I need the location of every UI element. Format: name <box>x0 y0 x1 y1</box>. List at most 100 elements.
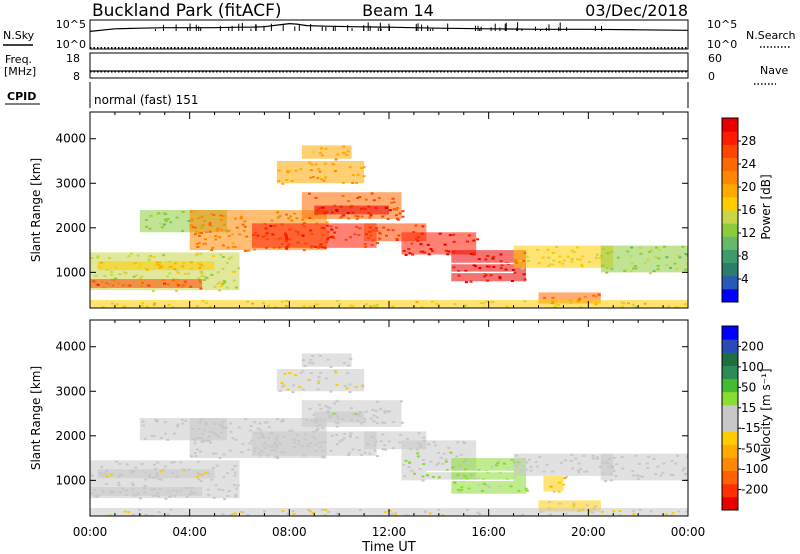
data-cell <box>635 474 639 477</box>
data-cell <box>276 418 280 421</box>
data-cell <box>197 242 201 244</box>
data-cell <box>444 458 448 461</box>
data-cell <box>674 306 678 308</box>
data-cell <box>638 474 642 477</box>
data-cell <box>354 413 358 416</box>
data-cell <box>235 226 239 229</box>
data-cell <box>320 178 324 181</box>
data-cell <box>638 509 642 511</box>
y-tick-label: 4000 <box>55 340 86 354</box>
data-cell <box>144 219 148 221</box>
data-cell <box>137 266 141 269</box>
data-cell <box>463 475 467 478</box>
data-cell <box>140 463 144 465</box>
data-cell <box>147 258 151 261</box>
data-cell <box>169 265 173 268</box>
data-cell <box>213 422 217 425</box>
data-cell <box>338 440 342 443</box>
data-cell <box>317 403 321 406</box>
data-cell <box>398 441 402 444</box>
data-cell <box>264 246 268 249</box>
data-cell <box>580 265 584 268</box>
colorbar-swatch <box>722 157 738 172</box>
x-tick-label: 00:00 <box>671 525 706 539</box>
data-cell <box>193 226 197 229</box>
nsearch-tick-bottom: 10^0 <box>707 38 737 51</box>
data-cell <box>657 257 661 260</box>
data-cell <box>396 207 399 209</box>
data-cell <box>111 302 114 305</box>
data-cell <box>323 246 327 249</box>
data-cell <box>629 270 633 273</box>
colorbar-swatch <box>722 118 738 132</box>
data-cell <box>365 303 369 306</box>
data-cell <box>491 300 495 303</box>
data-cell <box>157 478 161 481</box>
power-regions-group <box>90 145 688 308</box>
data-cell <box>650 249 653 251</box>
data-cell <box>96 255 100 258</box>
data-cell <box>570 260 574 263</box>
data-cell <box>284 305 288 307</box>
data-cell <box>237 426 241 429</box>
data-cell <box>375 229 379 232</box>
data-cell <box>196 460 200 463</box>
data-cell <box>448 234 452 237</box>
data-cell <box>297 443 301 446</box>
data-cell <box>263 421 267 424</box>
data-cell <box>290 219 294 222</box>
data-cell <box>189 210 193 213</box>
data-cell <box>485 300 488 303</box>
data-cell <box>458 490 462 493</box>
data-cell <box>259 432 263 435</box>
data-cell <box>294 169 298 172</box>
data-cell <box>157 212 161 215</box>
data-cell <box>407 460 411 463</box>
data-cell <box>457 270 460 273</box>
data-cell <box>363 207 367 210</box>
data-cell <box>208 230 212 233</box>
data-cell <box>604 480 608 482</box>
data-cell <box>212 466 216 469</box>
data-cell <box>384 448 388 451</box>
velocity-colorbar: -200 -100 -50 -15 15 50 100 200 <box>721 325 768 511</box>
data-cell <box>370 244 374 247</box>
nsky-series-group <box>89 22 689 49</box>
data-cell <box>559 461 563 464</box>
data-cell <box>138 497 142 500</box>
data-cell <box>638 246 642 249</box>
data-cell <box>446 253 450 256</box>
data-cell <box>571 467 575 470</box>
data-cell <box>395 208 399 211</box>
data-cell <box>111 284 115 287</box>
data-cell <box>156 461 160 464</box>
data-cell <box>504 268 508 271</box>
data-cell <box>195 254 199 257</box>
data-cell <box>223 281 227 284</box>
data-cell <box>274 441 278 444</box>
data-cell <box>413 472 416 475</box>
data-cell <box>219 218 223 221</box>
data-cell <box>294 374 298 377</box>
plot-title: Buckland Park (fitACF) <box>92 1 282 21</box>
data-cell <box>554 303 558 305</box>
y-tick-label: 2000 <box>55 221 86 235</box>
data-cell <box>259 454 263 457</box>
data-cell <box>566 255 570 258</box>
data-cell <box>210 249 214 252</box>
data-cell <box>361 384 365 387</box>
data-cell <box>591 511 595 514</box>
data-cell <box>212 255 216 258</box>
data-cell <box>595 253 599 256</box>
data-cell <box>636 477 640 480</box>
data-cell <box>298 386 302 388</box>
colorbar-swatch <box>722 223 738 237</box>
data-cell <box>199 270 203 273</box>
data-cell <box>335 210 339 212</box>
data-cell <box>199 450 202 453</box>
data-cell <box>193 442 197 445</box>
data-cell <box>301 218 305 221</box>
data-cell <box>309 372 313 375</box>
data-cell <box>229 256 233 259</box>
data-cell <box>412 231 416 233</box>
